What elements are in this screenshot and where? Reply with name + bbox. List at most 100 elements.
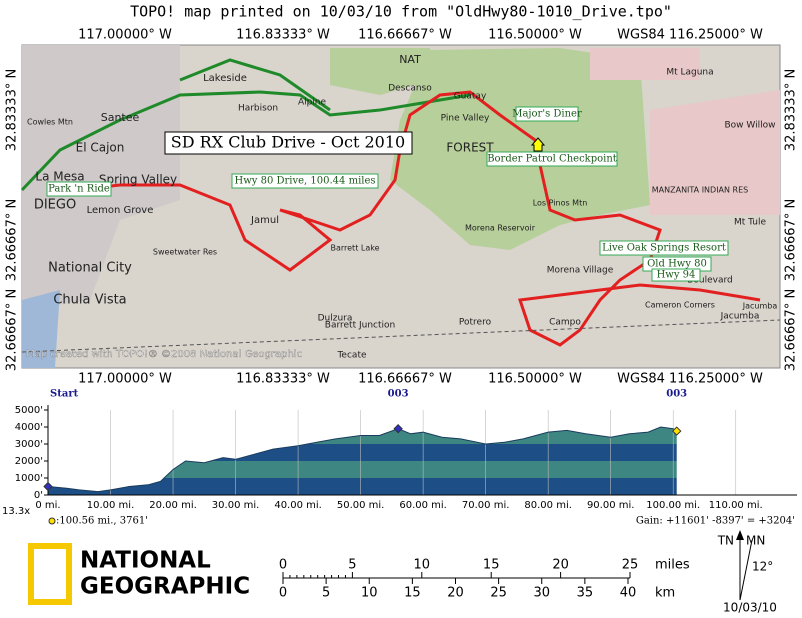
x-tick-label: 70.00 mi. xyxy=(462,500,510,511)
waypoint-marker xyxy=(393,423,403,434)
elevation-band xyxy=(48,427,677,444)
border xyxy=(21,319,781,353)
top-coord: 116.66667° W xyxy=(358,28,452,43)
x-tick-label: 10.00 mi. xyxy=(87,500,135,511)
place-label: Barrett Lake xyxy=(330,244,379,253)
y-tick-label: 4000' xyxy=(15,422,43,433)
map-credit: Map created with TOPO!® ©2008 National G… xyxy=(26,349,302,360)
place-label: Campo xyxy=(549,318,581,328)
north-arrowhead xyxy=(736,530,744,540)
bottom-coord: WGS84 116.25000° W xyxy=(617,372,763,387)
km-label: 20 xyxy=(447,586,464,601)
forest-area xyxy=(330,48,430,95)
km-label: 30 xyxy=(533,586,550,601)
place-label: Tecate xyxy=(336,351,366,361)
right-coord: 32.83333° N xyxy=(784,69,799,151)
logo-text: NATIONAL xyxy=(80,548,211,574)
y-tick-label: 1000' xyxy=(15,473,43,484)
miles-label: 20 xyxy=(552,558,569,573)
place-label: Lakeside xyxy=(203,73,247,84)
callout: Major's Diner xyxy=(512,109,582,120)
top-coord: 117.00000° W xyxy=(78,28,172,43)
true-north: TN xyxy=(717,534,734,548)
title: TOPO! map printed on 10/03/10 from "OldH… xyxy=(130,3,672,21)
miles-label: 5 xyxy=(348,558,356,573)
zoom: 13.3x xyxy=(2,506,30,517)
bottom-coord: 117.00000° W xyxy=(78,372,172,387)
callout: Hwy 94 xyxy=(657,270,696,281)
map: Santee El Cajon La Mesa Spring Valley Lemon … xyxy=(20,44,781,369)
elevation-band xyxy=(48,444,677,461)
right-coord: 32.66667° N xyxy=(784,289,799,371)
miles-label: 10 xyxy=(414,558,431,573)
km-label: 25 xyxy=(490,586,507,601)
place-label: Guatay xyxy=(454,92,487,102)
callout-box xyxy=(599,240,729,256)
checkpoint-icon xyxy=(530,137,546,152)
x-tick-label: 40.00 mi. xyxy=(274,500,322,511)
elevation-band xyxy=(48,410,767,427)
callout-box xyxy=(46,181,112,197)
cursor-dot xyxy=(48,517,56,525)
elevation-band xyxy=(48,461,677,478)
x-tick-label: 50.00 mi. xyxy=(337,500,385,511)
callout: Park 'n Ride xyxy=(48,184,110,195)
x-tick-label: 30.00 mi. xyxy=(212,500,260,511)
km-label: 40 xyxy=(620,586,637,601)
top-coord: WGS84 116.25000° W xyxy=(617,28,763,43)
top-coord: 116.83333° W xyxy=(236,28,330,43)
place-label: Pine Valley xyxy=(441,114,490,124)
place-label: Mt Laguna xyxy=(666,68,713,78)
callout-box xyxy=(515,106,579,122)
place-label: National City xyxy=(48,261,132,276)
callout-box xyxy=(651,268,701,282)
km-label: 5 xyxy=(322,586,330,601)
elevation-line xyxy=(47,426,677,493)
callout: Live Oak Springs Resort xyxy=(602,243,726,254)
place-label: Cowles Mtn xyxy=(27,118,73,127)
place-label: Alpine xyxy=(298,98,327,108)
magnetic-north: MN xyxy=(746,534,765,548)
left-coord: 32.66667° N xyxy=(5,289,20,371)
x-tick-label: 20.00 mi. xyxy=(149,500,197,511)
place-label: Morena Reservoir xyxy=(465,224,536,233)
reservation xyxy=(590,48,700,80)
place-label: Los Pinos Mtn xyxy=(533,199,588,208)
top-coord: 116.50000° W xyxy=(488,28,582,43)
declination: 12° xyxy=(752,560,773,574)
miles-label: 0 xyxy=(279,558,287,573)
place-label: NAT xyxy=(399,53,421,66)
logo-text: GEOGRAPHIC xyxy=(80,574,250,600)
km-label: 35 xyxy=(577,586,594,601)
x-tick-label: 90.00 mi. xyxy=(587,500,635,511)
right-coord: 32.66667° N xyxy=(784,199,799,281)
place-label: Bow Willow xyxy=(725,121,776,131)
left-coord: 32.83333° N xyxy=(5,69,20,151)
place-label: Sweetwater Res xyxy=(153,248,217,257)
place-label: Jamul xyxy=(250,215,279,226)
reservation xyxy=(650,90,780,215)
km-label: 0 xyxy=(279,586,287,601)
place-label: MANZANITA INDIAN RES xyxy=(652,186,749,195)
date: 10/03/10 xyxy=(723,601,777,615)
x-tick-label: 100.00 mi. xyxy=(646,500,700,511)
callout: Old Hwy 80 xyxy=(647,259,707,270)
miles-unit: miles xyxy=(655,558,690,573)
waypoint-marker xyxy=(672,426,682,436)
x-tick-label: 0 mi. xyxy=(35,500,60,511)
km-unit: km xyxy=(655,586,675,601)
callout: Hwy 80 Drive, 100.44 miles xyxy=(234,176,375,187)
y-tick-label: 0' xyxy=(34,490,43,501)
waypoint-marker xyxy=(43,481,53,492)
callout-box xyxy=(164,131,413,155)
waypoint-label: 003 xyxy=(666,389,687,400)
km-label: 10 xyxy=(361,586,378,601)
place-label: Morena Village xyxy=(547,266,614,276)
place-label: Potrero xyxy=(459,318,492,328)
route xyxy=(74,90,761,347)
callout-box xyxy=(231,173,379,189)
place-label: El Cajon xyxy=(76,141,125,155)
place-label: Santee xyxy=(101,111,140,124)
place-label: Lemon Grove xyxy=(87,205,154,216)
x-tick-label: 80.00 mi. xyxy=(524,500,572,511)
